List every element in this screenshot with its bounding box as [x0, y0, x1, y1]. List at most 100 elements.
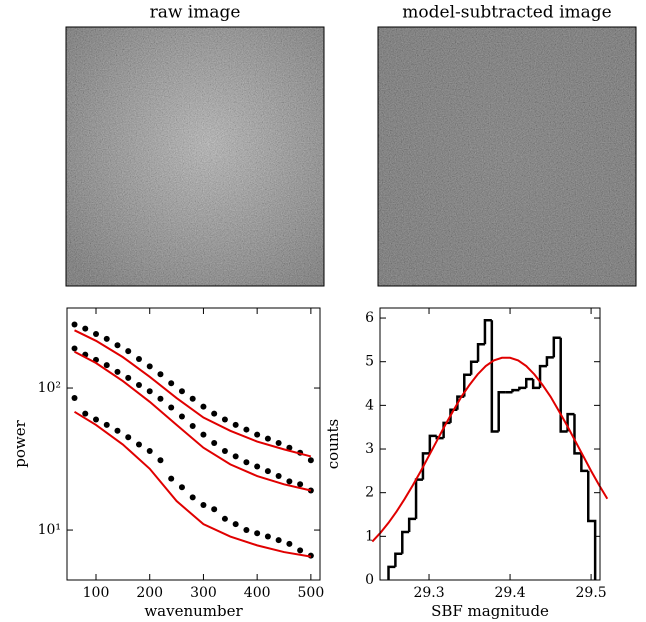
y-axis-label: power: [11, 419, 29, 467]
histogram-step: [463, 373, 472, 397]
data-point: [71, 345, 78, 352]
data-point: [189, 395, 196, 402]
data-point: [286, 478, 293, 485]
axes-frame: [66, 307, 321, 581]
data-point: [103, 335, 110, 342]
histogram-step: [483, 318, 492, 345]
data-point: [307, 457, 314, 464]
histogram-step: [490, 320, 499, 433]
data-point: [189, 494, 196, 501]
data-point: [146, 363, 153, 370]
data-point: [286, 444, 293, 451]
y-tick-label: 10¹: [38, 522, 61, 538]
histogram-step: [573, 414, 582, 455]
data-point: [168, 404, 175, 411]
data-point: [157, 371, 164, 378]
y-tick-label: 0: [365, 572, 374, 588]
histogram-step: [394, 552, 403, 567]
histogram-step: [580, 453, 589, 473]
data-point: [178, 413, 185, 420]
histogram-step: [442, 421, 451, 439]
data-point: [275, 537, 282, 544]
histogram-step: [531, 379, 541, 390]
data-point: [114, 368, 121, 375]
histogram-step: [387, 565, 396, 580]
histogram-step: [407, 517, 417, 532]
histogram-step: [428, 434, 437, 454]
data-point: [93, 331, 100, 338]
data-point: [232, 453, 239, 460]
image-noise: [378, 27, 636, 286]
data-point: [82, 410, 89, 417]
x-axis-label: SBF magnitude: [431, 602, 549, 620]
data-point: [200, 502, 207, 509]
histogram-step: [469, 360, 479, 375]
x-tick-label: 29.3: [413, 585, 444, 601]
data-point: [211, 506, 218, 513]
data-point: [114, 342, 121, 349]
data-point: [200, 431, 207, 438]
image-frame: [65, 26, 325, 287]
histogram-step: [545, 356, 554, 367]
image-title: model-subtracted image: [402, 3, 611, 23]
data-point: [264, 468, 271, 475]
data-point: [82, 325, 89, 332]
histogram-step: [401, 530, 410, 554]
data-point: [103, 362, 110, 369]
y-tick-label: 5: [365, 354, 374, 370]
data-point: [254, 431, 261, 438]
data-point: [211, 440, 218, 447]
y-tick-label: 2: [365, 485, 374, 501]
data-point: [71, 321, 78, 328]
data-point: [93, 416, 100, 423]
data-point: [297, 481, 304, 488]
image-noise: [66, 27, 324, 286]
data-point: [114, 427, 121, 434]
data-point: [125, 434, 132, 441]
data-point: [168, 475, 175, 482]
data-point: [200, 403, 207, 410]
histogram-step: [497, 391, 506, 432]
data-point: [135, 356, 142, 363]
y-tick-label: 3: [365, 441, 374, 457]
data-point: [146, 448, 153, 455]
data-point: [243, 459, 250, 466]
data-point: [232, 421, 239, 428]
histogram-step: [414, 478, 423, 519]
histogram-step: [421, 452, 430, 480]
data-point: [243, 527, 250, 534]
histogram-step: [587, 470, 597, 580]
x-tick-label: 500: [298, 585, 325, 601]
histogram-step: [449, 408, 458, 423]
data-point: [275, 473, 282, 480]
data-point: [125, 348, 132, 355]
data-point: [146, 388, 153, 395]
y-tick-label: 1: [365, 528, 374, 544]
data-point: [221, 448, 228, 455]
data-point: [264, 435, 271, 442]
y-tick-label: 4: [365, 397, 374, 413]
axes-frame: [379, 307, 601, 581]
data-point: [103, 421, 110, 428]
x-tick-label: 200: [136, 585, 163, 601]
data-point: [221, 416, 228, 423]
data-point: [125, 374, 132, 381]
data-point: [168, 380, 175, 387]
data-point: [211, 410, 218, 417]
data-point: [71, 395, 78, 402]
y-tick-label: 10²: [38, 380, 61, 396]
data-point: [275, 440, 282, 447]
x-tick-label: 100: [83, 585, 110, 601]
data-point: [189, 423, 196, 430]
data-point: [157, 395, 164, 402]
histogram-step: [518, 386, 527, 391]
x-axis-label: wavenumber: [144, 602, 243, 620]
histogram-step: [476, 342, 485, 362]
histogram-step: [525, 377, 534, 388]
histogram-step: [559, 337, 568, 433]
y-axis-label: counts: [324, 419, 342, 469]
data-point: [232, 521, 239, 528]
fit-line: [73, 410, 312, 558]
data-point: [243, 426, 250, 433]
